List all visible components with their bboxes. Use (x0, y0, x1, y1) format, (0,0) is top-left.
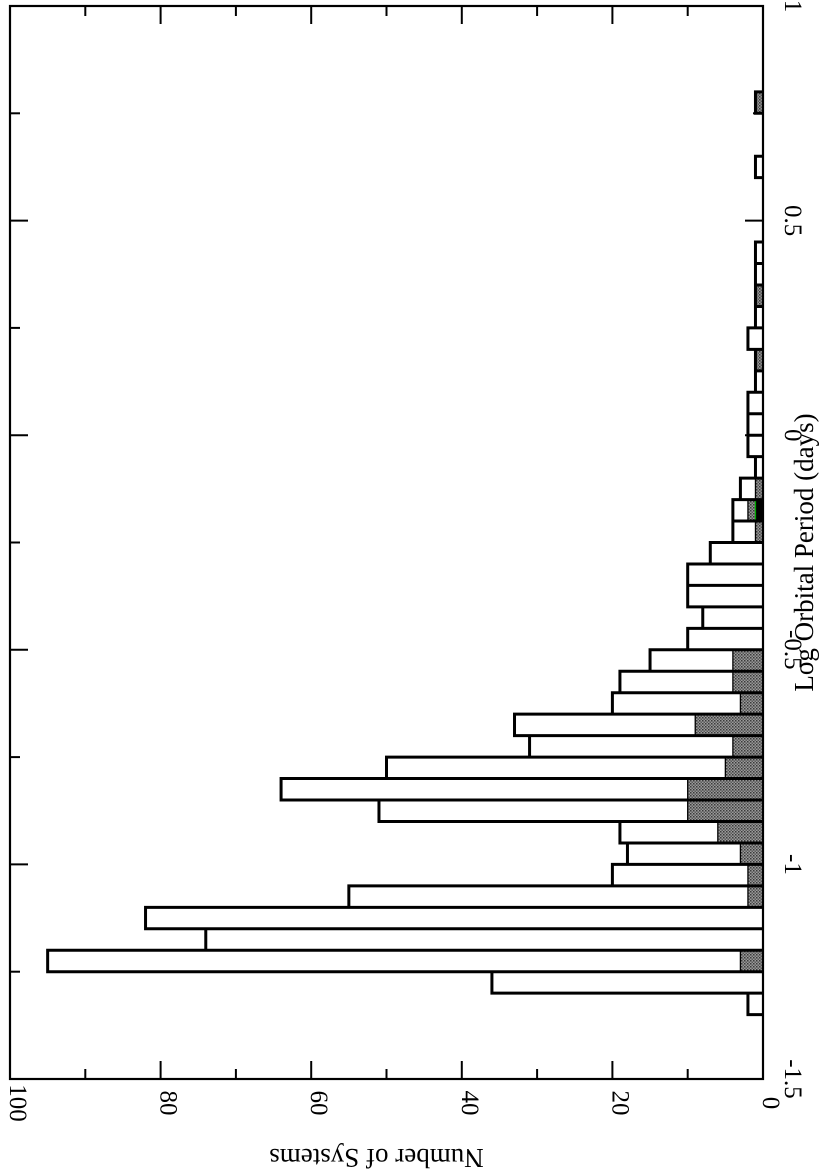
y-tick-label: 80 (155, 1091, 182, 1116)
shaded-bar (687, 777, 764, 801)
shaded-bar (694, 713, 764, 737)
shaded-bar (732, 734, 764, 758)
x-tick-label: 0 (779, 429, 806, 442)
outline-bar (703, 607, 763, 628)
shaded-bar (739, 949, 764, 973)
outline-bar (748, 392, 763, 413)
shaded-bar (747, 863, 764, 887)
outline-bar (146, 907, 763, 928)
plot-area (8, 4, 765, 1081)
outline-bar (710, 543, 763, 564)
shaded-bar (754, 520, 764, 544)
shaded-bar (732, 649, 764, 672)
outline-bar (492, 972, 763, 993)
y-axis-title: Number of Systems (269, 1143, 483, 1173)
outline-bar (748, 414, 763, 435)
outline-bar (387, 757, 764, 778)
outline-bar (748, 435, 763, 456)
x-tick-label: -1.5 (779, 1059, 806, 1099)
x-axis-title: Log Orbital Period (days) (789, 413, 819, 691)
shaded-bar (739, 842, 764, 866)
plot-frame (8, 4, 765, 1081)
outline-bar (748, 328, 763, 349)
y-tick-label: 60 (305, 1091, 332, 1116)
outline-bar (612, 864, 763, 885)
x-tick-label: -0.5 (779, 630, 806, 670)
outline-bar (688, 564, 763, 585)
outline-bar (48, 950, 763, 971)
outline-bar (206, 929, 763, 950)
shaded-bar (754, 477, 764, 501)
shaded-bar (724, 756, 764, 780)
y-tick-label: 20 (606, 1091, 633, 1116)
outline-bar (688, 628, 763, 649)
shaded-bar (747, 885, 764, 908)
outline-histogram (46, 90, 763, 1017)
x-tick-label: -1 (779, 854, 806, 875)
y-tick-label: 40 (456, 1091, 483, 1116)
shaded-bar (732, 670, 764, 694)
shaded-bar (717, 820, 764, 844)
y-tick-label: 0 (757, 1097, 784, 1110)
outline-bar (748, 993, 763, 1014)
y-tick-label: 100 (4, 1084, 31, 1122)
outline-bar (349, 886, 763, 907)
x-tick-label: 1 (779, 0, 806, 12)
shaded-bar (739, 692, 764, 715)
outline-bar (530, 736, 763, 757)
solid-bar (754, 498, 764, 522)
outline-bar (688, 585, 763, 606)
x-tick-label: 0.5 (779, 205, 806, 236)
shaded-bar (687, 799, 764, 823)
